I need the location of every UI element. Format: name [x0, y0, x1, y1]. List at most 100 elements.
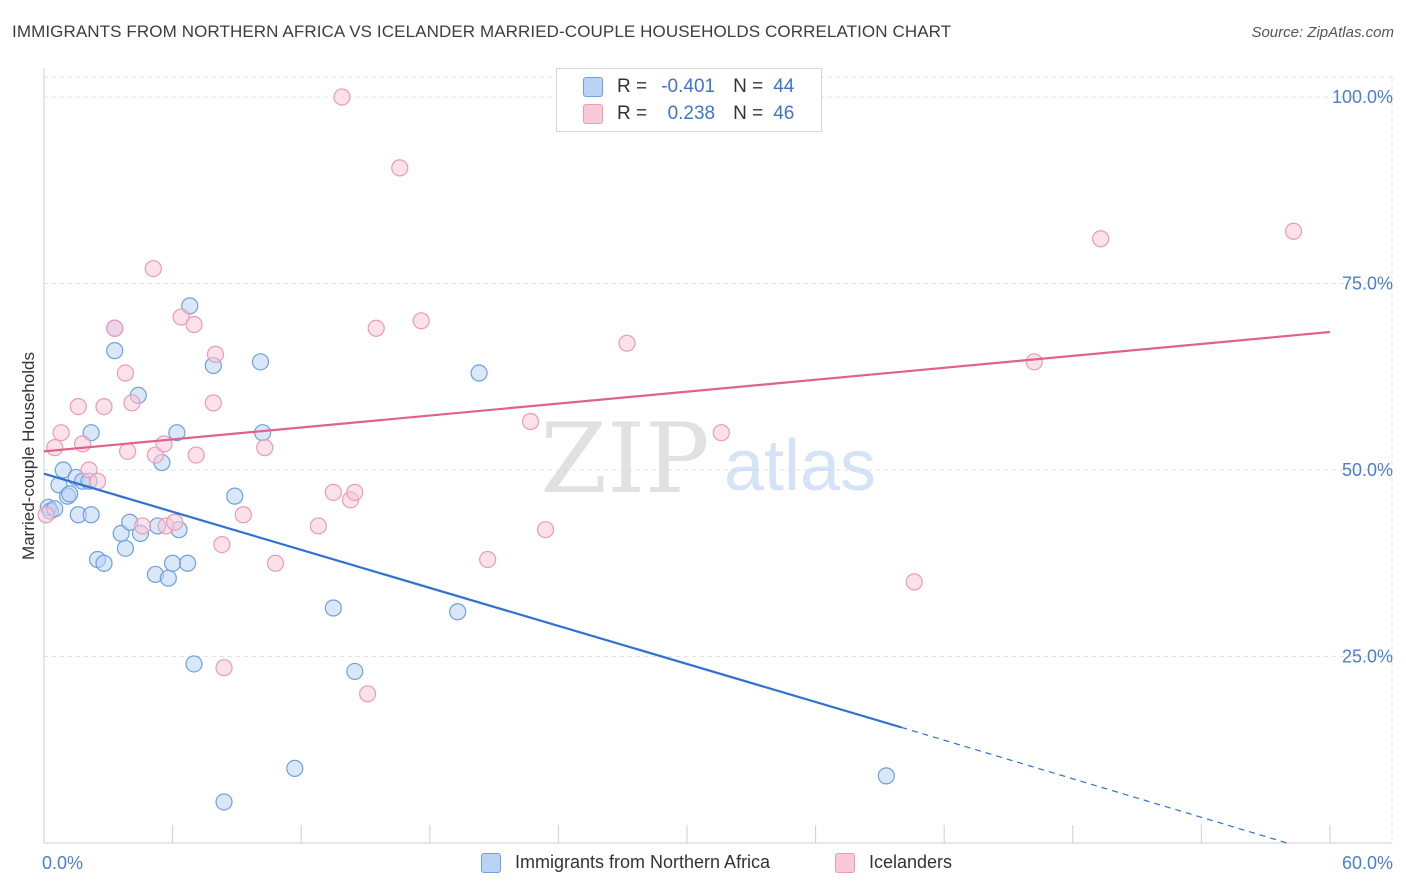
point-icelanders	[412, 312, 430, 330]
watermark-zip: ZIP	[540, 403, 709, 515]
y-tick-label: 50.0%	[1342, 460, 1393, 480]
point-icelanders	[367, 319, 385, 337]
legend-r-value: -0.401	[661, 76, 716, 97]
legend-label-icelanders: Icelanders	[869, 852, 953, 872]
point-icelanders	[155, 435, 173, 453]
point-icelanders	[215, 659, 233, 677]
point-icelanders	[144, 259, 162, 278]
point-northern-africa	[286, 759, 304, 778]
y-tick-label: 25.0%	[1342, 647, 1393, 667]
point-icelanders	[69, 397, 87, 416]
point-icelanders	[346, 483, 364, 501]
legend-item-northern-africa: Immigrants from Northern Africa	[481, 852, 770, 873]
point-northern-africa	[324, 599, 342, 617]
trend-lines	[43, 330, 1331, 844]
point-icelanders	[185, 315, 203, 334]
point-northern-africa	[185, 655, 203, 673]
point-icelanders	[52, 424, 70, 442]
point-icelanders	[536, 521, 555, 539]
point-icelanders	[1284, 222, 1303, 240]
point-icelanders	[391, 159, 409, 177]
point-icelanders	[479, 550, 497, 569]
legend-n-value: 46	[773, 103, 795, 124]
point-northern-africa	[877, 767, 895, 785]
x-tick-label: 0.0%	[42, 853, 83, 873]
point-icelanders	[95, 397, 113, 416]
point-northern-africa	[215, 793, 233, 811]
legend-n-value: 44	[773, 76, 795, 97]
point-icelanders	[618, 334, 636, 352]
point-icelanders	[133, 517, 152, 535]
point-icelanders	[172, 308, 190, 326]
legend-n-label: N =	[733, 103, 764, 124]
legend-swatch-blue	[481, 852, 501, 873]
point-northern-africa	[254, 424, 272, 442]
point-icelanders	[116, 364, 135, 382]
trend-line-northern-africa	[43, 472, 902, 729]
point-icelanders	[166, 513, 184, 531]
chart-title: IMMIGRANTS FROM NORTHERN AFRICA VS ICELA…	[12, 22, 952, 41]
x-tick-label: 60.0%	[1342, 853, 1393, 873]
point-northern-africa	[159, 569, 177, 587]
point-icelanders	[905, 573, 923, 591]
watermark-atlas: atlas	[724, 426, 876, 506]
legend-swatch-pink	[835, 852, 855, 873]
point-icelanders	[213, 535, 231, 554]
data-points	[37, 88, 1303, 811]
point-icelanders	[37, 506, 55, 524]
point-icelanders	[324, 483, 342, 501]
point-northern-africa	[168, 424, 186, 442]
y-tick-label: 100.0%	[1332, 87, 1393, 107]
point-icelanders	[1025, 353, 1043, 371]
point-northern-africa	[179, 554, 197, 572]
point-northern-africa	[82, 506, 100, 524]
point-northern-africa	[164, 554, 182, 572]
point-icelanders	[234, 506, 252, 524]
legend-swatch-pink	[583, 104, 603, 124]
legend-label-northern-africa: Immigrants from Northern Africa	[515, 852, 771, 872]
point-icelanders	[359, 685, 377, 703]
point-northern-africa	[106, 342, 124, 360]
point-northern-africa	[226, 487, 244, 505]
point-northern-africa	[95, 554, 113, 572]
point-icelanders	[118, 442, 137, 460]
legend-row-icelanders: R = 0.238 N = 46	[583, 102, 794, 126]
legend-r-label: R =	[617, 103, 648, 124]
point-northern-africa	[251, 353, 270, 371]
point-northern-africa	[449, 603, 467, 621]
trend-line-icelanders	[43, 330, 1331, 453]
point-icelanders	[256, 439, 274, 457]
source-label: Source: ZipAtlas.com	[1251, 24, 1394, 41]
point-icelanders	[266, 554, 285, 572]
point-icelanders	[204, 394, 222, 412]
axes	[43, 68, 1392, 844]
stats-legend: R = -0.401 N = 44 R = 0.238 N = 46	[556, 68, 822, 132]
point-icelanders	[333, 88, 351, 106]
point-icelanders	[187, 446, 205, 464]
point-northern-africa	[346, 662, 364, 681]
point-northern-africa	[54, 461, 72, 479]
legend-n-label: N =	[733, 76, 764, 97]
point-icelanders	[46, 439, 64, 457]
point-northern-africa	[116, 539, 135, 557]
tick-labels: 25.0% 50.0% 75.0% 100.0% 0.0% 60.0%	[42, 87, 1393, 873]
point-northern-africa	[61, 485, 79, 503]
legend-row-northern-africa: R = -0.401 N = 44	[583, 75, 794, 99]
y-tick-label: 75.0%	[1342, 274, 1393, 294]
point-northern-africa	[470, 364, 488, 382]
point-icelanders	[106, 319, 124, 337]
point-icelanders	[521, 412, 540, 431]
point-icelanders	[206, 345, 225, 363]
legend-r-label: R =	[617, 76, 648, 97]
gridlines	[44, 76, 1393, 843]
legend-swatch-blue	[583, 77, 603, 97]
legend-item-icelanders: Icelanders	[835, 852, 952, 873]
point-icelanders	[712, 424, 730, 442]
point-icelanders	[1092, 230, 1110, 248]
point-icelanders	[123, 394, 141, 412]
trend-line-extension	[901, 726, 1288, 844]
legend-r-value: 0.238	[667, 103, 716, 124]
point-icelanders	[309, 517, 327, 535]
point-icelanders	[73, 435, 92, 453]
